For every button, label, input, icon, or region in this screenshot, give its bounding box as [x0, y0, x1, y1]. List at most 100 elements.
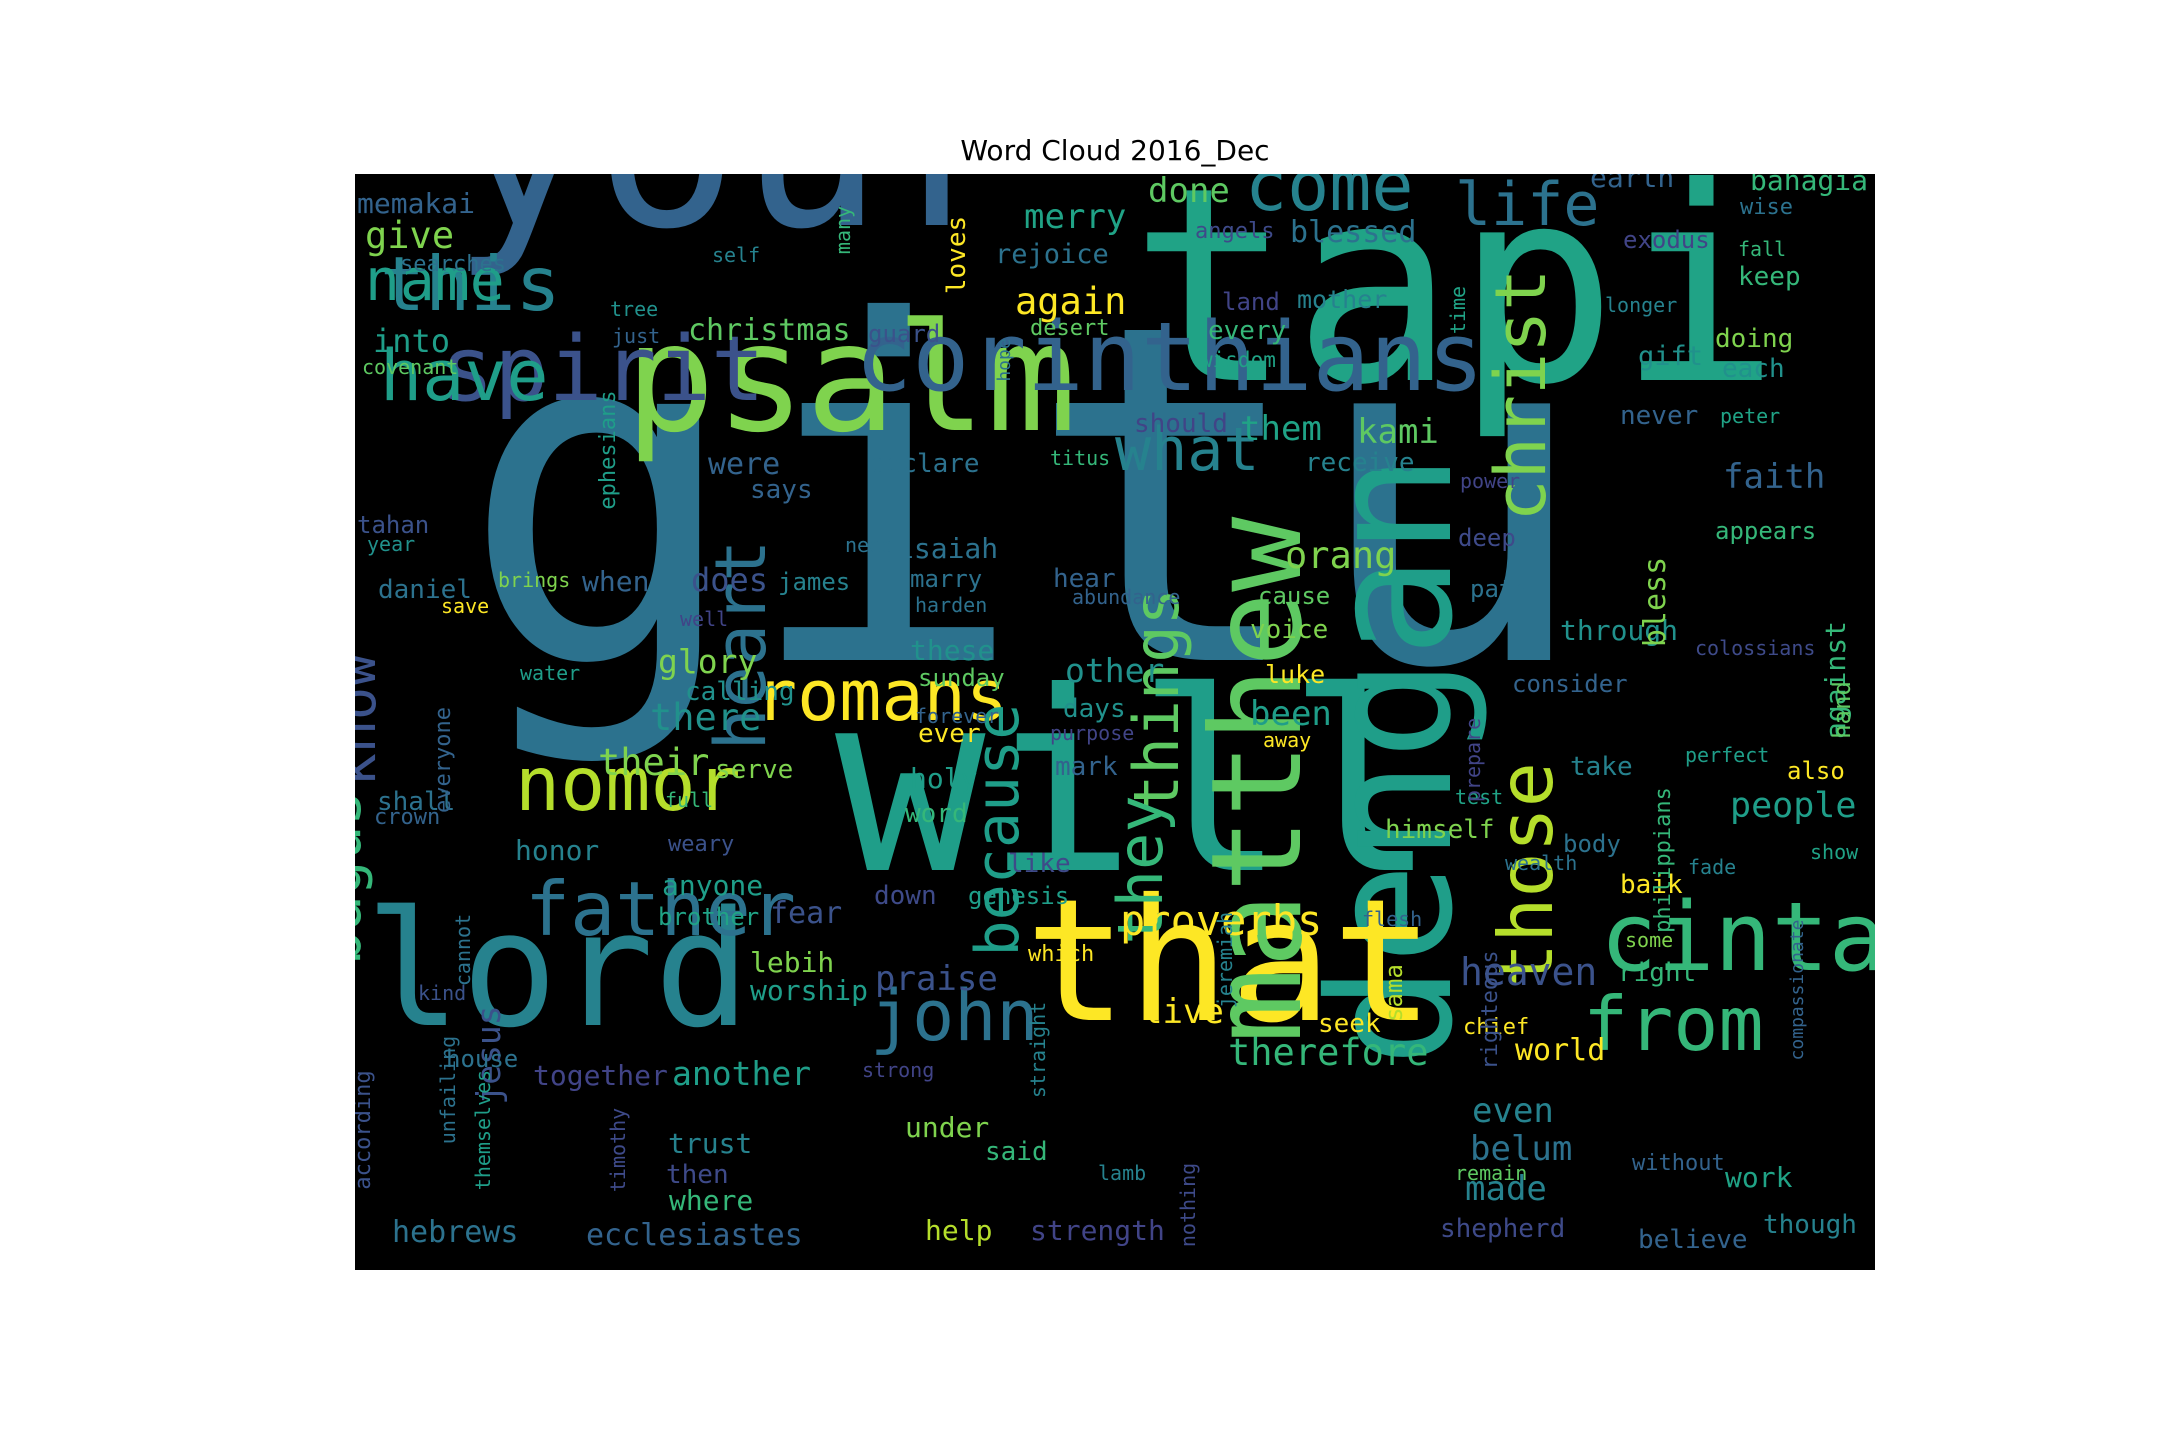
word-strength: strength — [1030, 1214, 1165, 1247]
word-voice: voice — [1250, 615, 1328, 645]
word-them: them — [1240, 409, 1322, 449]
word-have: have — [380, 335, 549, 417]
word-tahan: tahan — [357, 511, 429, 539]
word-wisdom: wisdom — [1200, 348, 1276, 372]
word-declare: declare — [870, 449, 980, 479]
word-water: water — [520, 661, 580, 685]
word-need: need — [845, 533, 893, 557]
word-philippians: philippians — [1651, 787, 1676, 933]
word-compassionate: compassionate — [1787, 920, 1808, 1061]
word-name: name — [365, 246, 505, 314]
word-praise: praise — [875, 959, 998, 999]
word-christ: christ — [1480, 269, 1562, 522]
word-ever: ever — [918, 719, 981, 749]
word-exodus: exodus — [1623, 226, 1710, 254]
word-other: other — [1065, 651, 1164, 690]
word-mother: mother — [1297, 285, 1387, 314]
word-memakai: memakai — [357, 187, 475, 220]
word-loves: loves — [942, 216, 972, 294]
word-doing: doing — [1715, 324, 1793, 354]
word-many: many — [831, 206, 855, 254]
word-ephesians: ephesians — [596, 390, 621, 509]
word-unfailing: unfailing — [436, 1036, 460, 1144]
word-without: without — [1632, 1151, 1725, 1176]
word-from: from — [1583, 980, 1764, 1068]
word-christmas: christmas — [688, 313, 851, 348]
word-people: people — [1730, 786, 1856, 826]
word-sunday: sunday — [918, 664, 1005, 692]
word-when: when — [582, 565, 649, 598]
word-path: path — [1470, 575, 1528, 603]
word-down: down — [874, 881, 937, 911]
chart-title: Word Cloud 2016_Dec — [960, 134, 1270, 167]
word-give: give — [365, 214, 454, 257]
word-psalm: psalm — [625, 292, 1077, 466]
word-believe: believe — [1638, 1225, 1748, 1255]
word-tapi: tapi — [1130, 174, 1780, 444]
word-orang: orang — [1285, 534, 1396, 577]
word-done: done — [1148, 174, 1230, 211]
word-guard: guard — [868, 320, 940, 348]
word-hear: hear — [1053, 564, 1116, 594]
word-world: world — [1515, 1033, 1605, 1068]
word-purpose: purpose — [1050, 721, 1134, 745]
word-brings: brings — [498, 568, 570, 592]
word-blessed: blessed — [1290, 215, 1416, 250]
word-mark: mark — [1055, 752, 1118, 782]
word-hebrews: hebrews — [392, 1215, 518, 1250]
word-they: they — [1104, 795, 1177, 944]
word-luke: luke — [1265, 660, 1325, 689]
word-hand: hand — [1828, 681, 1856, 739]
word-hope: hope — [994, 338, 1015, 381]
word-faith: faith — [1723, 457, 1825, 497]
word-timothy: timothy — [606, 1108, 630, 1192]
word-into: into — [373, 322, 450, 360]
word-another: another — [672, 1054, 811, 1093]
word-titus: titus — [1050, 446, 1110, 470]
word-self: self — [712, 243, 760, 267]
word-gitu: gitu — [460, 224, 1592, 771]
word-time: time — [1446, 286, 1470, 334]
word-cause: cause — [1258, 582, 1330, 610]
word-because: because — [963, 704, 1033, 957]
word-away: away — [1263, 728, 1311, 752]
word-there: there — [650, 696, 761, 739]
word-these: these — [910, 634, 994, 667]
word-longer: longer — [1605, 293, 1677, 317]
word-heaven: heaven — [1460, 950, 1597, 994]
word-fade: fade — [1688, 855, 1736, 879]
word-know: know — [355, 653, 388, 786]
word-fall: fall — [1738, 237, 1786, 261]
word-rejoice: rejoice — [995, 239, 1109, 270]
word-save: save — [441, 594, 489, 618]
word-belum: belum — [1470, 1129, 1572, 1169]
word-receive: receive — [1305, 448, 1415, 478]
word-against: against — [1819, 621, 1852, 739]
word-through: through — [1560, 614, 1678, 647]
word-james: james — [778, 568, 850, 596]
word-house: house — [446, 1045, 518, 1073]
word-serve: serve — [715, 755, 793, 785]
word-that: that — [1025, 863, 1434, 1061]
word-then: then — [666, 1160, 729, 1190]
word-like: like — [1008, 849, 1071, 879]
word-john: john — [870, 975, 1039, 1057]
word-bahagia: bahagia — [1750, 174, 1868, 197]
word-gift: gift — [1638, 341, 1703, 372]
word-daniel: daniel — [378, 575, 472, 605]
word-righteous: righteous — [1478, 950, 1503, 1069]
word-even: even — [1472, 1091, 1554, 1131]
word-some: some — [1625, 928, 1673, 952]
word-anyone: anyone — [662, 869, 763, 902]
word-consider: consider — [1512, 670, 1628, 698]
word-flesh: flesh — [1362, 907, 1422, 931]
word-straight: straight — [1026, 1002, 1050, 1098]
word-perfect: perfect — [1685, 743, 1769, 767]
word-jesus: jesus — [469, 1005, 508, 1104]
word-seek: seek — [1318, 1009, 1381, 1039]
word-spirit: spirit — [440, 317, 765, 422]
word-what: what — [1115, 415, 1260, 485]
word-just: just — [612, 324, 660, 348]
word-corinthians: corinthians — [855, 303, 1484, 413]
